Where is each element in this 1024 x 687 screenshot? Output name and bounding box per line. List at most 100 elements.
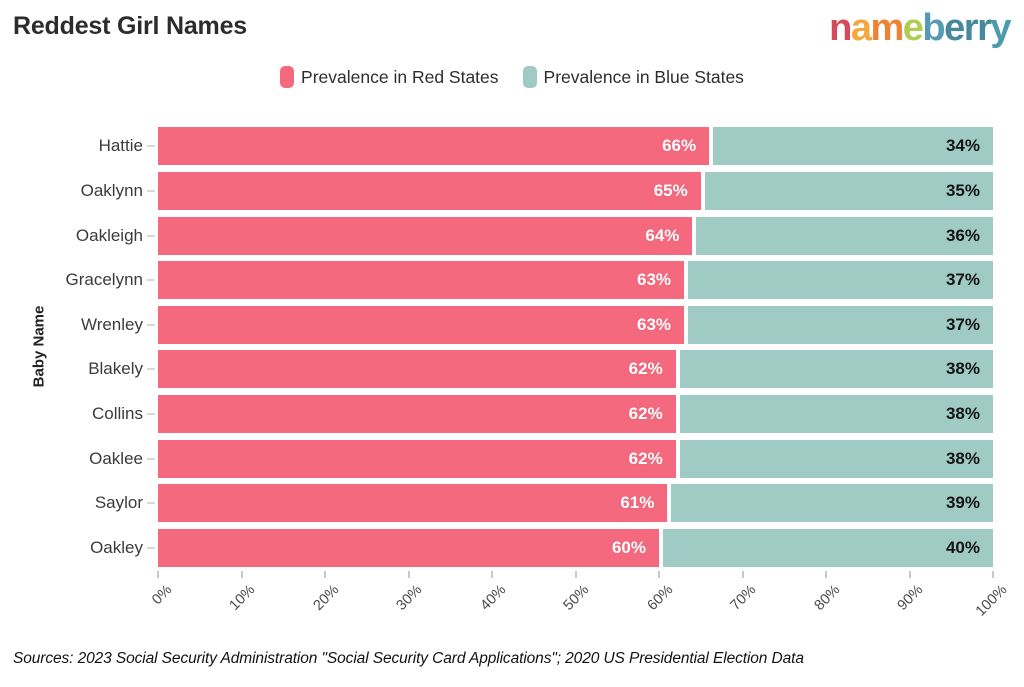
bar-row-gracelynn: Gracelynn 63% 37% [66,261,993,300]
blue-value-label: 36% [945,225,980,245]
x-tick-label: 70% [727,582,760,614]
blue-value-label: 40% [945,537,980,557]
x-tick-mark [407,571,410,578]
legend-label-red-states: Prevalence in Red States [301,66,499,87]
blue-states-segment: 40% [663,528,993,567]
legend-item-blue-states: Prevalence in Blue States [522,66,744,88]
logo-letter-3: e [902,7,924,49]
legend-item-red-states: Prevalence in Red States [280,66,499,88]
red-states-segment: 62% [158,439,676,478]
category-label: Blakely [88,359,143,379]
x-tick-label: 80% [811,582,844,614]
blue-value-label: 38% [945,359,980,379]
source-note: Sources: 2023 Social Security Administra… [13,650,804,667]
bar-row-oakley: Oakley 60% 40% [90,528,993,567]
red-states-segment: 61% [158,484,668,523]
logo-letter-4: b [922,7,945,49]
blue-states-segment: 36% [696,216,993,255]
x-tick-label: 40% [477,582,510,614]
logo-letter-7: r [977,7,992,49]
red-value-label: 62% [628,403,663,423]
blue-value-label: 37% [945,314,980,334]
category-label: Oakleigh [75,225,143,245]
red-states-segment: 65% [158,171,701,210]
x-tick-mark [825,571,827,578]
logo-letter-2: m [870,7,904,49]
logo-letter-0: n [829,7,852,49]
page-title: Reddest Girl Names [13,12,247,40]
category-label: Gracelynn [65,270,143,290]
y-tick-mark [147,189,155,192]
y-axis-title: Baby Name [30,305,48,388]
bar-row-hattie: Hattie 66% 34% [99,127,993,166]
x-tick-label: 60% [644,582,677,614]
red-value-label: 62% [628,359,663,379]
category-label: Collins [91,403,143,423]
bar-row-blakely: Blakely 62% 38% [88,350,993,389]
x-tick-mark [992,571,994,578]
category-label: Oakley [90,537,143,557]
x-tick-mark [324,571,326,578]
logo-letter-6: r [963,7,979,49]
nameberry-logo: nameberry [829,6,1011,52]
red-states-segment: 60% [158,528,659,567]
red-states-segment: 63% [158,261,685,300]
chart-legend: Prevalence in Red States Prevalence in B… [0,66,1024,88]
legend-label-blue-states: Prevalence in Blue States [543,66,744,87]
x-tick-mark [658,571,660,578]
red-value-label: 65% [653,180,688,200]
red-value-label: 66% [662,136,697,156]
x-tick-label: 30% [393,582,426,614]
bar-row-saylor: Saylor 61% 39% [95,484,993,523]
blue-value-label: 35% [945,180,980,200]
blue-value-label: 34% [945,136,980,156]
y-tick-mark [147,457,155,460]
blue-value-label: 37% [945,270,980,290]
y-tick-mark [147,323,155,326]
red-value-label: 61% [620,493,655,513]
x-tick-mark [908,571,911,578]
category-label: Saylor [94,493,143,513]
red-legend-swatch-icon [280,66,295,88]
blue-states-segment: 35% [704,171,993,210]
y-tick-mark [147,412,155,415]
x-tick-mark [574,571,577,578]
x-tick-mark [741,571,744,578]
bar-row-oaklee: Oaklee 62% 38% [89,439,993,478]
bar-row-wrenley: Wrenley 63% 37% [81,305,993,344]
y-tick-mark [147,279,155,282]
blue-states-segment: 39% [671,484,993,523]
plot-area: Hattie 66% 34% Oaklynn 65% 35% Oakleigh 64% 36% G… [66,124,993,570]
x-tick-label: 20% [310,582,343,614]
red-states-segment: 62% [158,350,676,389]
x-tick-mark [157,571,159,578]
red-states-segment: 63% [158,305,685,344]
red-states-segment: 64% [158,216,693,255]
blue-legend-swatch-icon [522,66,537,88]
blue-states-segment: 38% [679,394,993,433]
x-tick-label: 50% [560,582,593,614]
blue-value-label: 39% [945,493,980,513]
blue-states-segment: 34% [713,127,993,166]
red-states-segment: 66% [158,127,710,166]
blue-states-segment: 37% [688,305,993,344]
category-label: Wrenley [80,314,143,334]
red-states-segment: 62% [158,394,676,433]
x-tick-label: 10% [226,582,259,614]
logo-letter-1: a [850,7,872,49]
logo-letter-8: y [990,7,1011,49]
x-tick-label: 90% [894,582,927,614]
y-tick-mark [147,502,155,505]
logo-letter-5: e [944,7,965,49]
blue-value-label: 38% [945,448,980,468]
y-tick-mark [147,145,155,148]
blue-states-segment: 38% [679,350,993,389]
red-value-label: 60% [611,537,646,557]
x-tick-label: 0% [149,582,176,609]
y-tick-mark [147,546,155,549]
bar-row-collins: Collins 62% 38% [92,394,993,433]
x-tick-mark [491,571,493,578]
blue-states-segment: 38% [679,439,993,478]
bar-row-oakleigh: Oakleigh 64% 36% [76,216,993,255]
